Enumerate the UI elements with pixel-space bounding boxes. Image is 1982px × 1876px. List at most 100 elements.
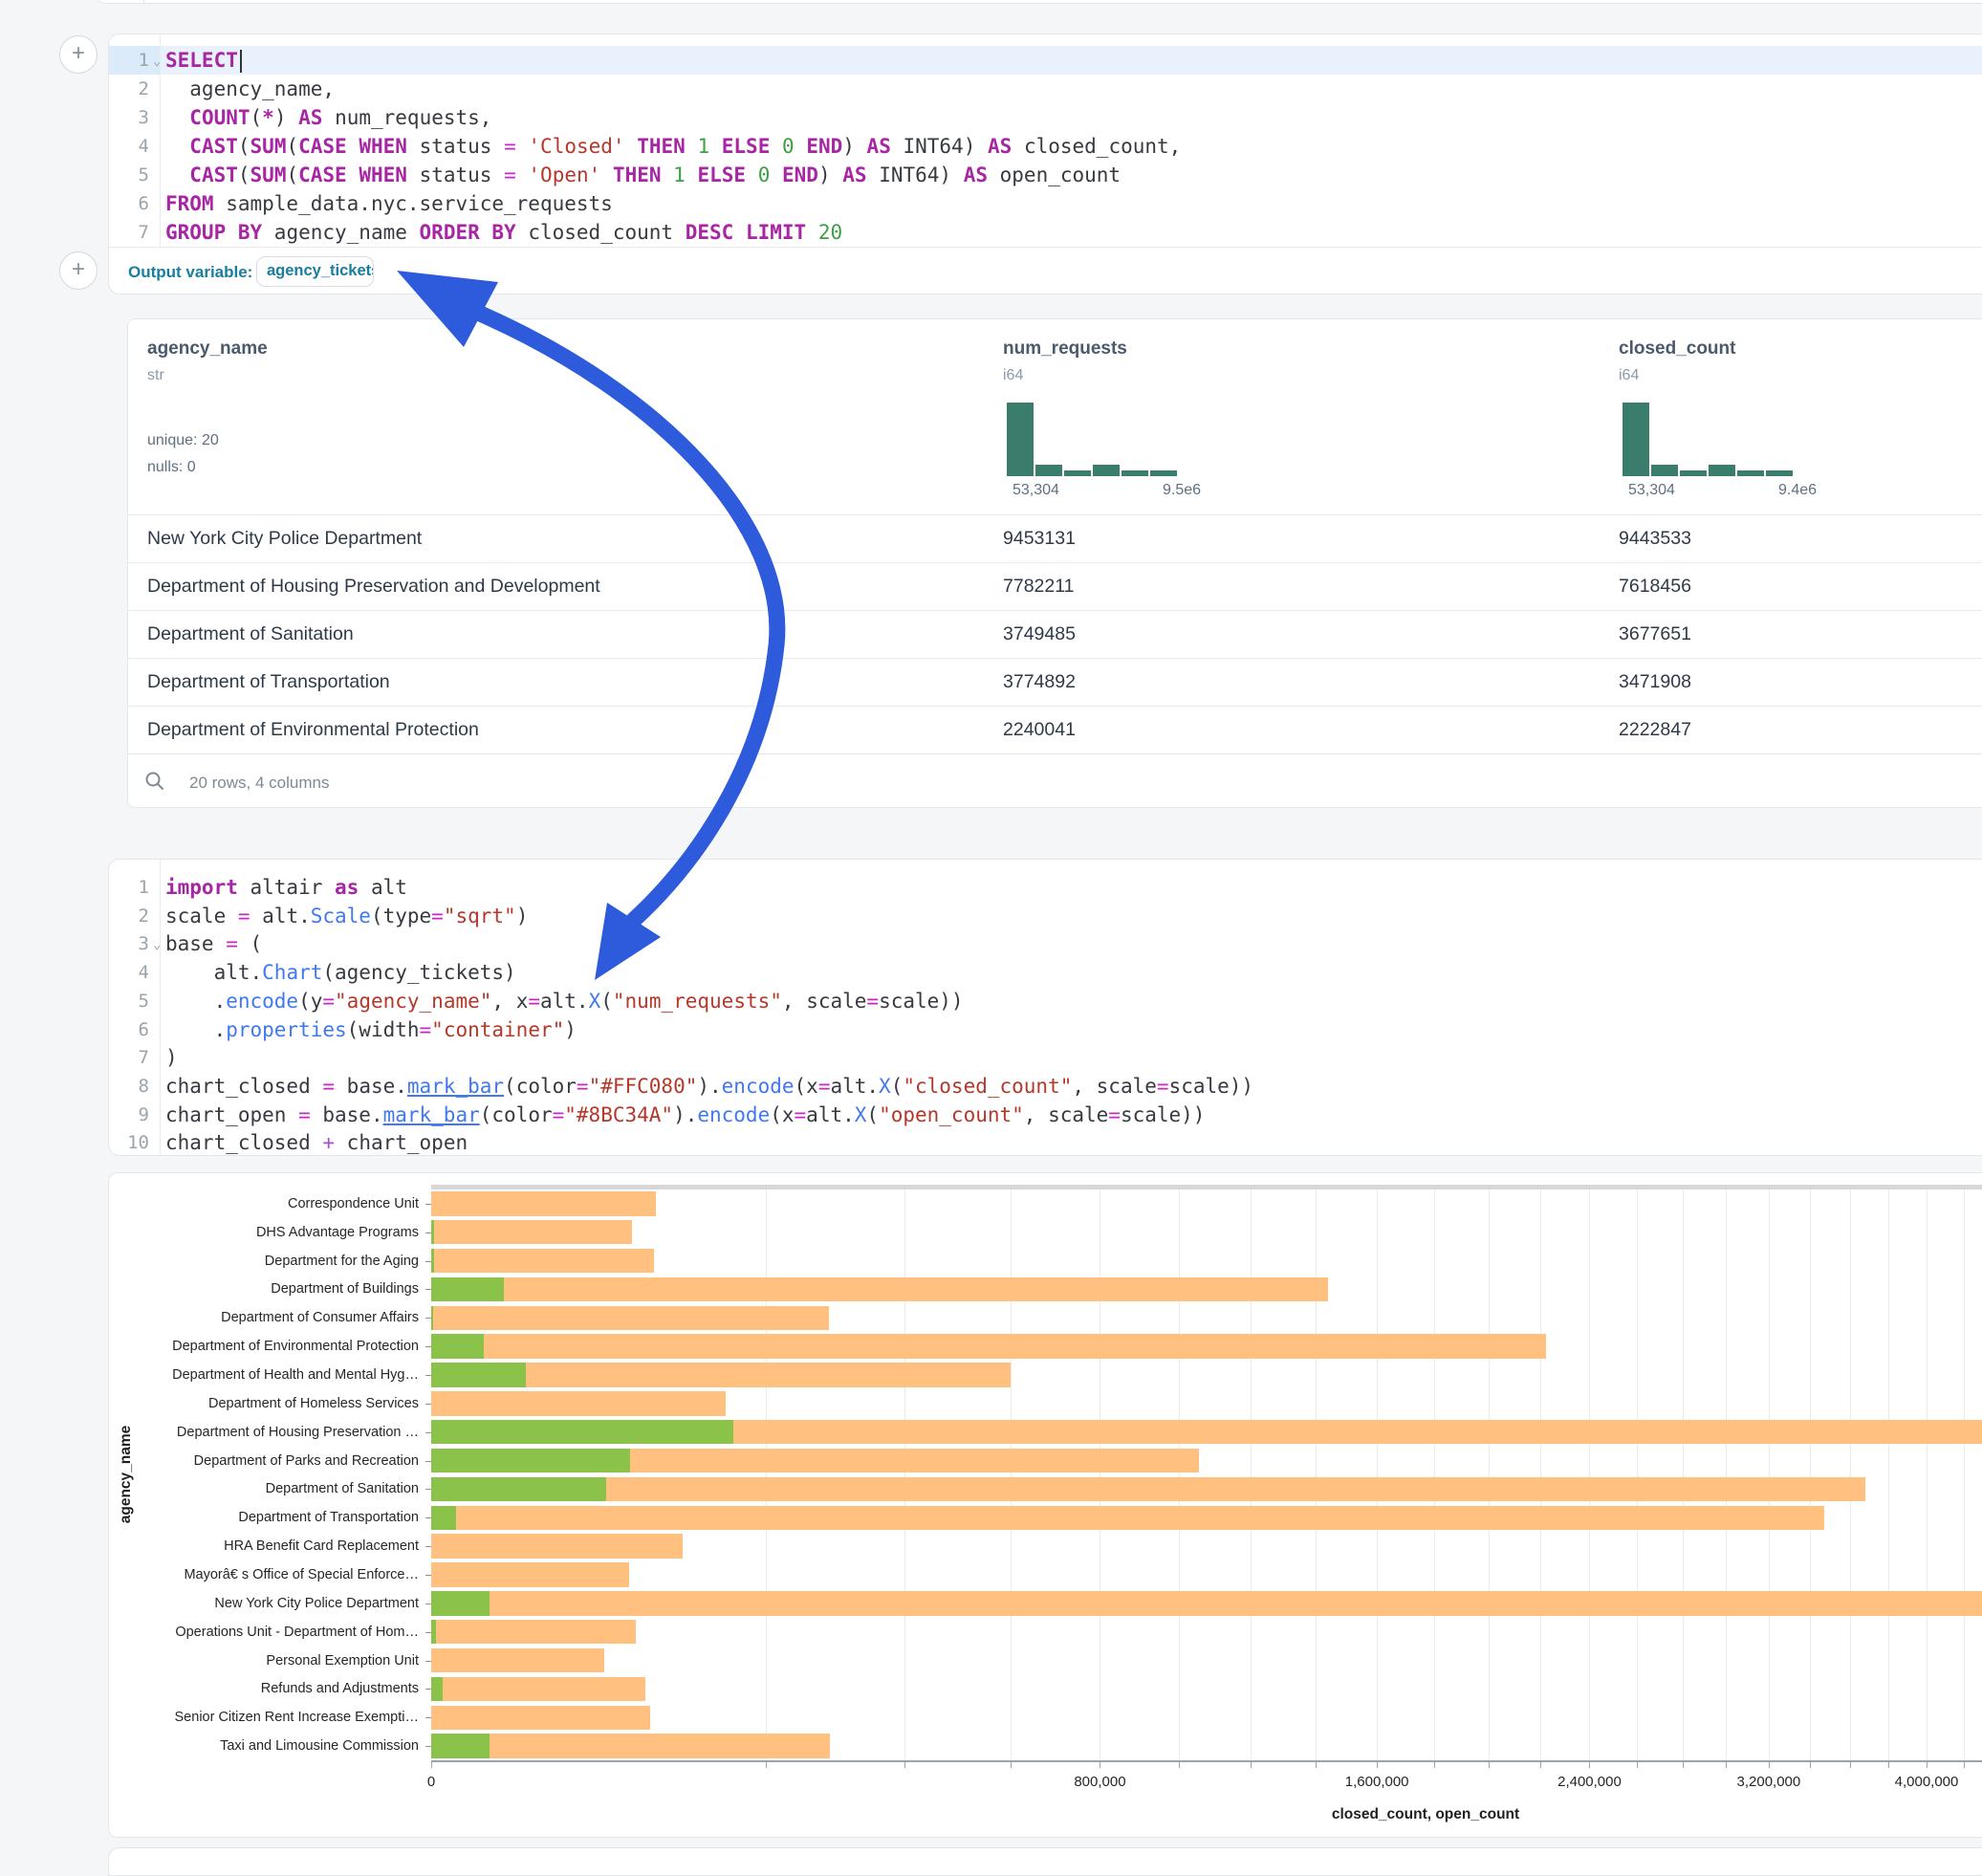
code-line[interactable]: 7) bbox=[109, 1043, 1982, 1072]
gridline bbox=[765, 1189, 767, 1760]
column-header[interactable]: closed_count bbox=[1619, 338, 1736, 359]
y-axis-tick bbox=[425, 1546, 431, 1548]
bar-closed-count bbox=[431, 1391, 726, 1416]
gridline bbox=[1377, 1189, 1379, 1760]
code-line[interactable]: 4 CAST(SUM(CASE WHEN status = 'Closed' T… bbox=[109, 132, 1982, 161]
table-header: agency_name str unique: 20 nulls: 0 num_requ… bbox=[128, 319, 1982, 514]
code-line[interactable]: 3 ⌄ base = ( bbox=[109, 929, 1982, 958]
sql-editor[interactable]: 1 ⌄ SELECT 2 agency_name, 3 COUNT(*) AS num_… bbox=[109, 46, 1982, 247]
x-axis-tick bbox=[1768, 1762, 1770, 1768]
cell-agency-name: Department of Transportation bbox=[147, 671, 390, 692]
code-line[interactable]: 7 GROUP BY agency_name ORDER BY closed_co… bbox=[109, 218, 1982, 247]
x-axis-tick-label: 2,400,000 bbox=[1557, 1774, 1622, 1790]
y-axis-label: Department for the Aging bbox=[264, 1253, 419, 1269]
cell-value: 3749485 bbox=[1003, 623, 1076, 644]
y-axis-title: agency_name bbox=[118, 1425, 134, 1523]
fold-chevron-icon[interactable]: ⌄ bbox=[153, 54, 162, 69]
search-icon[interactable] bbox=[144, 771, 165, 792]
column-header[interactable]: num_requests bbox=[1003, 338, 1127, 359]
code-line[interactable]: 9 chart_open = base.mark_bar(color="#8BC3… bbox=[109, 1101, 1982, 1129]
y-axis-label: Department of Homeless Services bbox=[208, 1395, 419, 1411]
line-number: 4 bbox=[138, 136, 149, 157]
code-line[interactable]: 2 agency_name, bbox=[109, 75, 1982, 103]
line-number: 6 bbox=[138, 1018, 149, 1040]
x-axis-tick bbox=[1316, 1762, 1318, 1768]
code-line[interactable]: 4 alt.Chart(agency_tickets) bbox=[109, 958, 1982, 987]
code-line[interactable]: 8 chart_closed = base.mark_bar(color="#FF… bbox=[109, 1072, 1982, 1101]
y-axis-label: Department of Transportation bbox=[238, 1510, 419, 1526]
x-axis-tick bbox=[1488, 1762, 1490, 1768]
table-row-count: 20 rows, 4 columns bbox=[189, 774, 330, 792]
active-line-highlight bbox=[109, 46, 1982, 75]
y-axis-label: Senior Citizen Rent Increase Exempti… bbox=[174, 1710, 419, 1726]
output-variable-pill[interactable]: agency_tickets bbox=[256, 256, 374, 287]
bar-closed-count bbox=[431, 1647, 604, 1673]
bar-open-count bbox=[431, 1334, 484, 1359]
add-cell-button-middle[interactable]: + bbox=[59, 251, 98, 290]
fold-chevron-icon[interactable]: ⌄ bbox=[153, 937, 162, 953]
table-row[interactable]: New York City Police Department 9453131 94… bbox=[128, 514, 1982, 563]
code-line[interactable]: 2 scale = alt.Scale(type="sqrt") bbox=[109, 902, 1982, 930]
bar-open-count bbox=[431, 1505, 456, 1530]
column-header[interactable]: agency_name bbox=[147, 338, 268, 359]
gridline bbox=[1963, 1189, 1965, 1760]
code-line[interactable]: 6 FROM sample_data.nyc.service_requests bbox=[109, 189, 1982, 218]
bar-closed-count bbox=[431, 1734, 831, 1758]
table-row[interactable]: Department of Environmental Protection 22… bbox=[128, 706, 1982, 754]
bar-closed-count bbox=[431, 1191, 656, 1216]
cell-output-divider bbox=[109, 247, 1982, 248]
y-axis-tick bbox=[425, 1431, 431, 1433]
y-axis-tick bbox=[425, 1717, 431, 1719]
cell-value: 9453131 bbox=[1003, 528, 1076, 549]
x-axis-title: closed_count, open_count bbox=[1331, 1806, 1520, 1822]
x-axis-line bbox=[431, 1760, 1982, 1762]
gutter-divider bbox=[160, 34, 161, 247]
x-axis-tick-label: 3,200,000 bbox=[1736, 1774, 1801, 1790]
y-axis-tick bbox=[425, 1517, 431, 1519]
code-line[interactable]: 1 ⌄ SELECT bbox=[109, 46, 1982, 75]
y-axis-tick bbox=[425, 1689, 431, 1691]
line-number: 9 bbox=[138, 1103, 149, 1125]
code-line[interactable]: 5 .encode(y="agency_name", x=alt.X("num_… bbox=[109, 987, 1982, 1015]
code-line[interactable]: 3 COUNT(*) AS num_requests, bbox=[109, 103, 1982, 132]
x-axis-tick bbox=[1963, 1762, 1965, 1768]
bar-closed-count bbox=[431, 1562, 629, 1587]
table-row[interactable]: Department of Transportation 3774892 34719… bbox=[128, 658, 1982, 707]
y-axis-tick bbox=[425, 1203, 431, 1205]
bar-closed-count bbox=[431, 1705, 651, 1730]
table-body: New York City Police Department 9453131 94… bbox=[128, 514, 1982, 753]
cell-value: 9443533 bbox=[1619, 528, 1691, 549]
line-number: 5 bbox=[138, 164, 149, 185]
y-axis-label: Department of Consumer Affairs bbox=[221, 1310, 419, 1326]
bar-open-count bbox=[431, 1420, 733, 1445]
bar-open-count bbox=[431, 1448, 631, 1473]
line-number: 8 bbox=[138, 1075, 149, 1097]
line-number: 2 bbox=[138, 905, 149, 927]
y-axis-tick bbox=[425, 1460, 431, 1462]
x-axis-tick bbox=[1179, 1762, 1180, 1768]
x-axis-tick bbox=[1636, 1762, 1638, 1768]
add-cell-button-top[interactable]: + bbox=[59, 35, 98, 74]
column-type: i64 bbox=[1003, 367, 1024, 383]
line-number: 3 bbox=[138, 107, 149, 128]
code-line[interactable]: 5 CAST(SUM(CASE WHEN status = 'Open' THE… bbox=[109, 161, 1982, 189]
bar-closed-count bbox=[431, 1276, 1329, 1302]
bar-open-count bbox=[431, 1276, 505, 1302]
chart-output-card: Correspondence Unit DHS Advantage Program… bbox=[108, 1172, 1982, 1838]
gridline bbox=[1726, 1189, 1728, 1760]
line-number: 3 bbox=[138, 933, 149, 955]
gridline bbox=[1682, 1189, 1684, 1760]
x-axis-tick bbox=[1434, 1762, 1436, 1768]
bar-open-count bbox=[431, 1591, 490, 1616]
table-row[interactable]: Department of Housing Preservation and D… bbox=[128, 562, 1982, 611]
x-axis-tick bbox=[1888, 1762, 1890, 1768]
code-line[interactable]: 6 .properties(width="container") bbox=[109, 1015, 1982, 1044]
bar-open-count bbox=[431, 1734, 490, 1758]
code-line[interactable]: 1 import altair as alt bbox=[109, 873, 1982, 902]
cell-agency-name: New York City Police Department bbox=[147, 528, 423, 549]
code-line[interactable]: 10 chart_closed + chart_open bbox=[109, 1128, 1982, 1155]
gridline bbox=[1849, 1189, 1851, 1760]
histogram-max-label: 9.4e6 bbox=[1778, 482, 1818, 498]
python-editor[interactable]: 1 import altair as alt 2 scale = alt.Scale(… bbox=[109, 873, 1982, 1155]
table-row[interactable]: Department of Sanitation 3749485 3677651 bbox=[128, 610, 1982, 659]
